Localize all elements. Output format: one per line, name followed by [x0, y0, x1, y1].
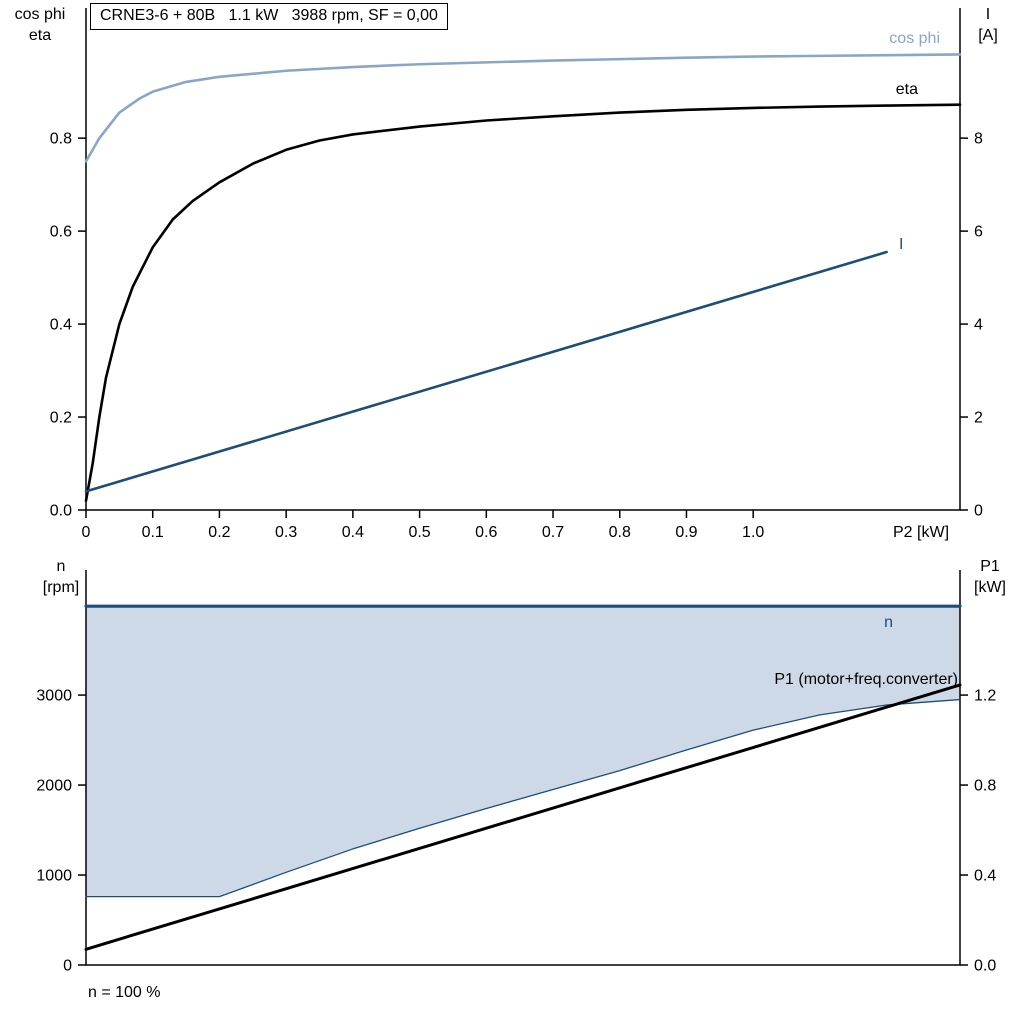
- y-left-tick-label: 0.0: [50, 503, 72, 520]
- series-label-cos-phi: cos phi: [889, 30, 940, 47]
- x-tick-label: 0.7: [542, 524, 564, 541]
- power-axis-label: P1: [980, 558, 1000, 575]
- y-left-tick-label: 0: [63, 958, 72, 975]
- x-tick-label: 0.9: [675, 524, 697, 541]
- power-axis-unit: [kW]: [974, 579, 1006, 596]
- series-label-p1-motor-freq-converter-: P1 (motor+freq.converter): [774, 671, 958, 688]
- current-axis-unit: [A]: [978, 27, 998, 44]
- speed-axis-label: n: [56, 558, 66, 575]
- y-right-tick-label: 0.8: [974, 778, 996, 795]
- top-left-axis-title: cos phi eta: [2, 4, 78, 46]
- y-left-tick-label: 0.4: [50, 317, 72, 334]
- chart-title: CRNE3-6 + 80B 1.1 kW 3988 rpm, SF = 0,00: [90, 3, 448, 30]
- x-tick-label: 0.5: [408, 524, 430, 541]
- y-right-tick-label: 4: [974, 317, 983, 334]
- x-tick-label: 0.1: [142, 524, 164, 541]
- y-left-tick-label: 1000: [36, 868, 72, 885]
- bottom-right-axis-title: P1 [kW]: [962, 556, 1018, 598]
- x-tick-label: 0.3: [275, 524, 297, 541]
- top-right-axis-title: I [A]: [960, 4, 1016, 46]
- y-right-tick-label: 2: [974, 410, 983, 427]
- y-right-tick-label: 0.0: [974, 958, 996, 975]
- y-right-tick-label: 1.2: [974, 688, 996, 705]
- x-tick-label: 0.8: [609, 524, 631, 541]
- y-left-tick-label: 2000: [36, 778, 72, 795]
- series-cos-phi: [84, 53, 962, 163]
- y-right-tick-label: 0: [974, 503, 983, 520]
- x-tick-label: 1.0: [742, 524, 764, 541]
- cos-phi-axis-label: cos phi: [14, 6, 66, 23]
- speed-range-area: [86, 606, 960, 897]
- series-i: [84, 250, 888, 493]
- y-right-tick-label: 8: [974, 131, 983, 148]
- y-left-tick-label: 0.8: [50, 131, 72, 148]
- x-tick-label: 0.4: [342, 524, 364, 541]
- speed-percentage-note: n = 100 %: [88, 984, 161, 1001]
- axis-frame: [85, 570, 961, 966]
- series-label-n: n: [884, 614, 893, 631]
- bottom-left-axis-title: n [rpm]: [28, 556, 94, 598]
- x-tick-label: 0: [82, 524, 91, 541]
- y-right-tick-label: 6: [974, 224, 983, 241]
- series-label-eta: eta: [896, 81, 918, 98]
- x-tick-label: 0.2: [208, 524, 230, 541]
- y-right-tick-label: 0.4: [974, 868, 996, 885]
- series-p1-motor-freq-converter-: [84, 683, 962, 951]
- series-eta: [84, 103, 962, 503]
- series-label-i: I: [899, 236, 903, 253]
- y-left-tick-label: 0.6: [50, 224, 72, 241]
- y-left-tick-label: 0.2: [50, 410, 72, 427]
- current-axis-label: I: [985, 6, 991, 23]
- series-speed-range-lower-limit: [85, 698, 961, 898]
- speed-axis-unit: [rpm]: [42, 579, 80, 596]
- y-left-tick-label: 3000: [36, 688, 72, 705]
- x-axis-label: P2 [kW]: [893, 524, 949, 541]
- eta-axis-label: eta: [28, 27, 52, 44]
- x-tick-label: 0.6: [475, 524, 497, 541]
- axis-frame: [85, 8, 961, 511]
